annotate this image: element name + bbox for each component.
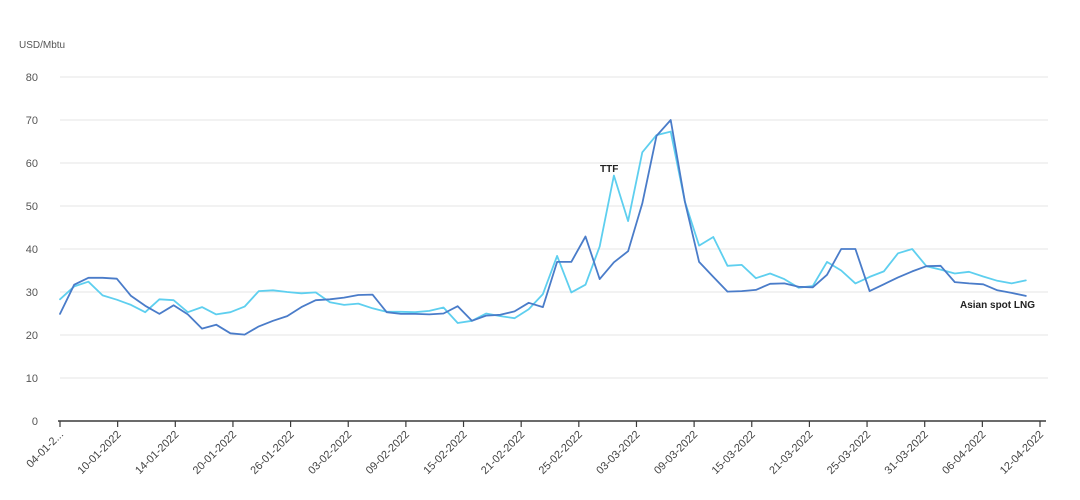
x-tick-label: 25-03-2022: [825, 429, 873, 477]
x-tick-label: 04-01-2...: [24, 429, 66, 471]
y-tick-label: 50: [26, 201, 38, 213]
x-tick-label: 06-04-2022: [940, 429, 988, 477]
x-tick-label: 09-03-2022: [652, 429, 700, 477]
series-lines: [59, 119, 1027, 336]
series-line-asian-spot-lng: [59, 119, 1027, 336]
y-tick-label: 80: [26, 72, 38, 84]
x-tick-label: 12-04-2022: [998, 429, 1046, 477]
x-tick-label: 25-02-2022: [537, 429, 585, 477]
x-axis-ticks: 04-01-2... 10-01-2022 14-01-2022 20-01-2022…: [24, 421, 1046, 477]
x-tick-label: 21-03-2022: [767, 429, 815, 477]
y-axis-ticks: 0 10 20 30 40 50 60 70 80: [26, 72, 38, 428]
series-label-asian-spot-lng: Asian spot LNG: [960, 300, 1035, 311]
x-tick-label: 10-01-2022: [75, 429, 123, 477]
x-tick-label: 03-02-2022: [306, 429, 354, 477]
x-tick-label: 31-03-2022: [883, 429, 931, 477]
y-tick-label: 30: [26, 287, 38, 299]
gridlines: [60, 76, 1048, 379]
x-tick-label: 15-03-2022: [710, 429, 758, 477]
series-line-ttf: [59, 130, 1027, 324]
y-tick-label: 70: [26, 115, 38, 127]
y-tick-label: 10: [26, 373, 38, 385]
series-label-ttf: TTF: [600, 164, 618, 175]
y-axis-unit-label: USD/Mbtu: [19, 40, 65, 51]
x-tick-label: 15-02-2022: [421, 429, 469, 477]
x-tick-label: 03-03-2022: [594, 429, 642, 477]
x-tick-label: 09-02-2022: [364, 429, 412, 477]
x-tick-label: 21-02-2022: [479, 429, 527, 477]
x-tick-label: 14-01-2022: [133, 429, 181, 477]
y-tick-label: 20: [26, 330, 38, 342]
x-tick-label: 20-01-2022: [191, 429, 239, 477]
x-tick-label: 26-01-2022: [248, 429, 296, 477]
y-tick-label: 60: [26, 158, 38, 170]
y-tick-label: 40: [26, 244, 38, 256]
y-tick-label: 0: [32, 416, 38, 428]
